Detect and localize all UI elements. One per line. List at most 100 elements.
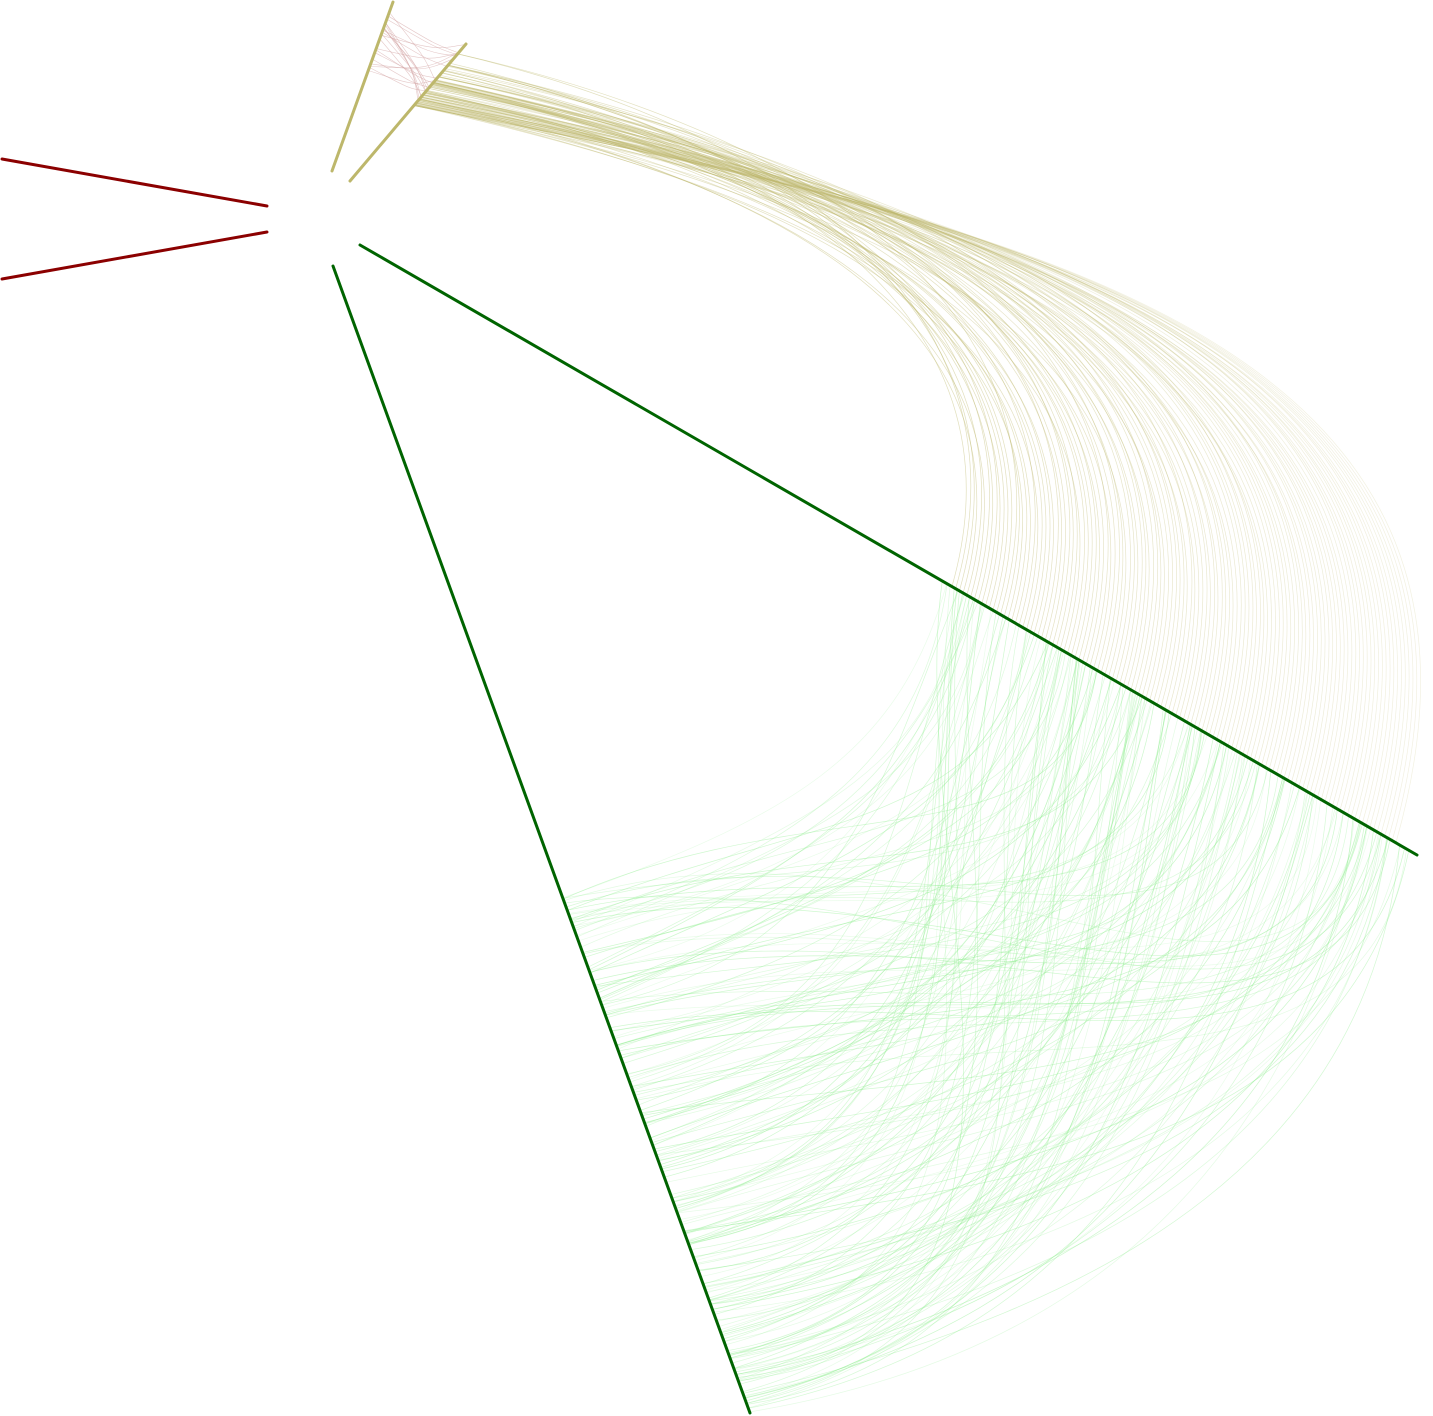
green-self-link [658,695,1141,1162]
khaki-to-green-link [413,105,1418,841]
khaki-self-link [369,67,427,92]
khaki-to-green-link [430,85,1089,656]
green-self-link [605,822,1361,1016]
green-self-link [634,683,1121,1096]
green-self-link [616,831,1378,1046]
khaki-to-green-link [418,99,985,598]
green-self-link [618,787,1300,1052]
green-self-link [733,799,1322,1370]
green-self-link [677,824,1365,1213]
khaki-self-link [389,12,436,81]
green-self-link [700,599,975,1278]
green-self-link [735,659,1080,1373]
green-self-link [733,692,1137,1370]
khaki-to-green-link [416,101,1345,800]
khaki-to-green-link [431,84,1104,665]
khaki-to-green-link [424,93,1288,768]
green-self-link [671,750,1237,1199]
khaki-to-green-link [414,104,1349,802]
green-self-link [605,730,1202,1016]
green-self-link [661,602,981,1170]
khaki-to-green-link [430,85,1246,744]
khaki-to-green-link [432,82,1254,749]
khaki-to-green-link [438,76,1193,714]
khaki-to-green-link [418,99,1360,809]
khaki-self-link [369,51,460,69]
khaki-self-link [379,38,422,97]
khaki-to-green-link [418,100,1272,759]
green-self-link [698,640,1047,1272]
khaki-to-green-link [415,103,1307,779]
green-self-link [637,713,1172,1106]
khaki-to-green-link [443,69,1158,695]
green-self-link [616,838,1389,1046]
khaki-to-green-link [433,81,1062,641]
green-self-link [684,726,1196,1235]
khaki-to-green-link [433,82,1013,613]
green-self-link [722,782,1293,1337]
green-self-link [589,839,1391,984]
green-self-link [567,641,1049,911]
khaki-to-green-link [421,96,1292,770]
khaki-to-green-link [419,97,1200,719]
green-self-link [600,815,1350,1002]
khaki-to-green-link [433,81,1020,617]
green-self-link [709,833,1380,1302]
green-self-link [563,669,1097,900]
green-self-link [738,689,1132,1382]
khaki-to-green-link [441,72,967,587]
khaki-to-green-link [423,94,1295,772]
khaki-to-green-link [424,92,1100,663]
green-self-link [728,724,1192,1356]
green-self-link [719,754,1243,1331]
khaki-to-green-link [426,90,1139,684]
khaki-to-green-link [415,102,1196,716]
green-self-link [670,752,1240,1196]
green-self-link [578,734,1208,942]
khaki-to-green-link [433,82,994,602]
khaki-to-green-link [420,97,1238,740]
khaki-self-link [368,70,436,84]
green-self-link [736,818,1354,1376]
green-self-link [597,711,1170,994]
green-self-link [592,809,1338,981]
green-self-link [664,619,1010,1178]
green-self-link [688,617,1007,1246]
green-self-link [631,778,1285,1087]
green-self-link [652,639,1045,1146]
green-self-link [636,632,1032,1101]
green-axis-segment-2 [331,264,752,1415]
green-self-link [573,592,963,928]
khaki-to-green-link [434,80,1124,675]
green-self-link [676,698,1146,1212]
green-self-link [721,770,1272,1336]
green-self-link [731,730,1201,1364]
khaki-to-green-link [419,98,1265,755]
green-self-link [720,755,1246,1333]
khaki-to-green-link [414,104,1395,828]
green-self-link [644,614,1000,1124]
khaki-to-green-link [416,102,1314,783]
green-self-link [725,589,958,1346]
khaki-to-green-link [429,86,1261,753]
khaki-to-green-link [457,53,972,589]
khaki-to-green-link [414,104,1387,824]
green-self-link [737,663,1087,1380]
khaki-to-green-link [419,98,1165,699]
khaki-to-green-link [426,90,1043,630]
khaki-axis-segment-1 [330,0,395,173]
green-self-link [735,709,1166,1375]
green-self-link [599,644,1054,999]
green-self-link [562,689,1131,899]
green-self-link [685,778,1285,1235]
green-self-link [687,658,1078,1243]
green-self-link [679,669,1097,1220]
khaki-to-green-link [424,92,1257,751]
green-self-link [584,668,1094,958]
green-self-link [688,593,964,1244]
green-self-link [714,612,997,1315]
green-self-link [744,794,1314,1399]
edges-layer [368,12,1422,1413]
green-self-link [742,844,1400,1394]
